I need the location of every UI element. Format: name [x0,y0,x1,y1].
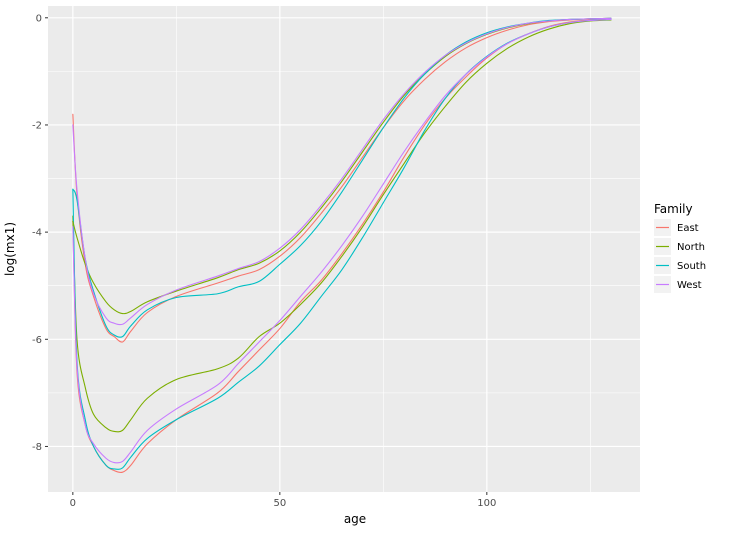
y-tick-label: -8 [32,442,42,453]
legend-label-south: South [677,261,706,272]
legend-title: Family [654,202,693,216]
major-gridlines [48,6,640,492]
x-tick-label: 100 [477,498,496,509]
x-tick-label: 50 [273,498,286,509]
y-tick-label: -4 [32,228,42,239]
y-axis-title: log(mx1) [3,222,17,276]
y-tick-label: -2 [32,120,42,131]
y-tick-label: 0 [36,13,42,24]
legend: Family East North South West [654,202,706,293]
series-line-east-male [72,17,612,343]
legend-label-west: West [677,280,702,291]
series-lines [72,17,612,474]
series-line-west-male [72,17,612,326]
x-axis: 0 50 100 [70,492,496,509]
y-axis: -8 -6 -4 -2 0 [32,13,48,453]
series-line-north-female [72,19,612,433]
legend-label-north: North [677,242,705,253]
plot-panel [48,6,640,492]
legend-items: East North South West [654,219,706,293]
x-tick-label: 0 [70,498,76,509]
y-tick-label: -6 [32,335,42,346]
x-axis-title: age [344,512,366,526]
legend-label-east: East [677,223,699,234]
series-line-west-female [72,18,612,464]
